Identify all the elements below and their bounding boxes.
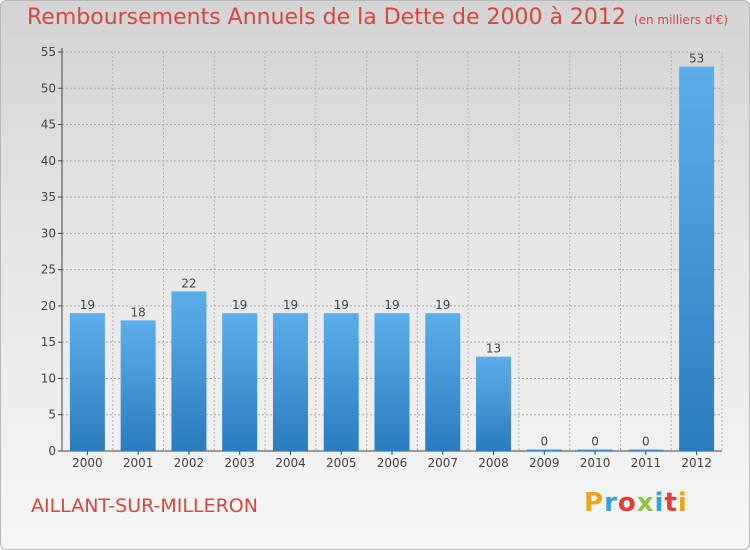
bar bbox=[628, 449, 664, 451]
bar bbox=[222, 313, 258, 451]
bar bbox=[476, 356, 512, 451]
y-tick-label: 55 bbox=[41, 45, 56, 59]
y-tick-label: 25 bbox=[41, 263, 56, 277]
logo-letter: o bbox=[617, 488, 637, 518]
y-tick-label: 30 bbox=[41, 226, 56, 240]
commune-name: AILLANT-SUR-MILLERON bbox=[31, 495, 258, 517]
y-tick-label: 20 bbox=[41, 299, 56, 313]
y-tick-label: 50 bbox=[41, 81, 56, 95]
chart-title-text: Remboursements Annuels de la Dette de 20… bbox=[27, 5, 626, 30]
bar bbox=[323, 313, 359, 451]
bar-value-label: 13 bbox=[486, 342, 501, 356]
x-tick-label: 2012 bbox=[681, 456, 712, 470]
x-tick-label: 2005 bbox=[326, 456, 357, 470]
x-tick-label: 2008 bbox=[478, 456, 509, 470]
bar bbox=[526, 449, 562, 451]
bar-value-label: 18 bbox=[131, 305, 146, 319]
bars bbox=[69, 66, 715, 451]
y-tick-label: 10 bbox=[41, 371, 56, 385]
bar-value-label: 0 bbox=[591, 435, 599, 449]
x-tick-label: 2011 bbox=[631, 456, 662, 470]
bar-value-label: 0 bbox=[540, 435, 548, 449]
y-tick-label: 0 bbox=[48, 444, 56, 458]
bar bbox=[374, 313, 410, 451]
x-tick-label: 2010 bbox=[580, 456, 611, 470]
bar-value-label: 0 bbox=[642, 435, 650, 449]
y-tick-label: 5 bbox=[48, 408, 56, 422]
logo-letter: P bbox=[584, 488, 605, 518]
bar bbox=[577, 449, 613, 451]
x-tick-label: 2003 bbox=[224, 456, 255, 470]
proxiti-logo: Proxiti bbox=[584, 488, 688, 518]
x-tick-label: 2000 bbox=[72, 456, 103, 470]
bar-value-label: 19 bbox=[283, 298, 298, 312]
bar bbox=[171, 291, 207, 451]
bar-value-label: 22 bbox=[181, 276, 196, 290]
bar bbox=[679, 66, 715, 451]
chart-title: Remboursements Annuels de la Dette de 20… bbox=[27, 5, 728, 30]
y-tick-label: 45 bbox=[41, 118, 56, 132]
bar-value-label: 19 bbox=[435, 298, 450, 312]
bar bbox=[69, 313, 105, 451]
logo-letter: t bbox=[664, 488, 678, 518]
bar bbox=[272, 313, 308, 451]
bar-value-label: 19 bbox=[334, 298, 349, 312]
labels: 19 2000 18 2001 22 2002 19 2003 19 2004 19 2005 19 20… bbox=[72, 52, 712, 470]
bar bbox=[425, 313, 461, 451]
y-tick-label: 15 bbox=[41, 335, 56, 349]
x-tick-label: 2004 bbox=[275, 456, 306, 470]
logo-letter: r bbox=[604, 488, 618, 518]
logo-letter: i bbox=[654, 488, 665, 518]
logo-letter: x bbox=[636, 488, 655, 518]
y-tick-label: 35 bbox=[41, 190, 56, 204]
bar bbox=[120, 320, 156, 451]
x-tick-label: 2007 bbox=[427, 456, 458, 470]
bar-value-label: 19 bbox=[80, 298, 95, 312]
logo-letter: i bbox=[677, 488, 688, 518]
x-tick-label: 2009 bbox=[529, 456, 560, 470]
y-tick-label: 40 bbox=[41, 154, 56, 168]
x-tick-label: 2006 bbox=[377, 456, 408, 470]
bar-value-label: 19 bbox=[232, 298, 247, 312]
chart-unit: (en milliers d'€) bbox=[633, 13, 729, 27]
x-tick-label: 2002 bbox=[174, 456, 205, 470]
bar-value-label: 53 bbox=[689, 52, 704, 66]
bar-value-label: 19 bbox=[384, 298, 399, 312]
x-tick-label: 2001 bbox=[123, 456, 154, 470]
